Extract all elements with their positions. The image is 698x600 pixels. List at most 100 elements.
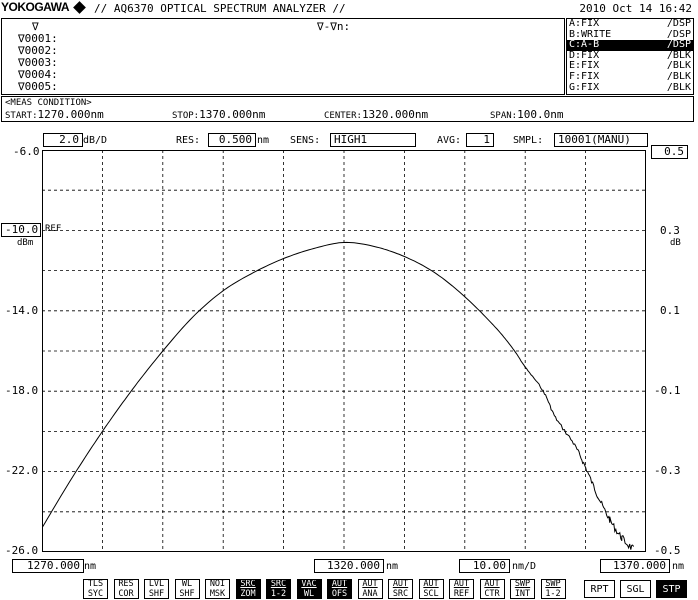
sweep-sgl-button[interactable]: SGL bbox=[620, 580, 651, 598]
marker-row-5[interactable]: ∇0005: bbox=[18, 80, 58, 93]
softkey-button[interactable]: SWP 1-2 bbox=[540, 579, 566, 599]
scale-value-field[interactable]: 2.0 bbox=[43, 133, 83, 147]
y2-tick-label: 0.3 bbox=[660, 224, 680, 237]
softkey-bottom-label: SRC bbox=[392, 588, 409, 599]
marker-row-1[interactable]: ∇0001: bbox=[18, 32, 58, 45]
softkey-button[interactable]: AUT ANA bbox=[357, 579, 383, 599]
span-per-div-field[interactable]: 10.00 bbox=[459, 559, 510, 573]
softkey-bottom-label: ZOM bbox=[240, 588, 256, 599]
softkey-button[interactable]: TLS SYC bbox=[83, 579, 108, 599]
trace-list: A:FIX/DSP B:WRITE/DSP C:A-B/DSP D:FIX/BLK E:… bbox=[566, 18, 694, 95]
ref-unit: dBm bbox=[17, 238, 34, 248]
softkey-button[interactable]: AUT SRC bbox=[388, 579, 413, 599]
y-tick-label: -14.0 bbox=[5, 304, 39, 317]
softkey-bottom-label: SHF bbox=[179, 588, 195, 599]
y2-tick-label: -0.3 bbox=[654, 464, 681, 477]
meas-stop: STOP:1370.000nm bbox=[172, 109, 265, 122]
res-label: RES: bbox=[176, 135, 201, 146]
spectrum-plot[interactable] bbox=[42, 150, 646, 552]
softkey-top-label: SWP bbox=[514, 579, 531, 589]
marker-row-3[interactable]: ∇0003: bbox=[18, 56, 58, 69]
avg-value-field[interactable]: 1 bbox=[466, 133, 494, 147]
trace-name: G:FIX bbox=[569, 81, 600, 93]
app-title: // AQ6370 OPTICAL SPECTRUM ANALYZER // bbox=[94, 2, 346, 15]
softkey-button[interactable]: AUT OFS bbox=[327, 579, 352, 599]
stop-wavelength-unit: nm bbox=[672, 561, 685, 572]
trace-item[interactable]: C:A-B/DSP bbox=[567, 39, 693, 51]
softkey-button[interactable]: AUT SCL bbox=[418, 579, 444, 599]
softkey-button[interactable]: RES COR bbox=[113, 579, 139, 599]
start-wavelength-field[interactable]: 1270.000 bbox=[12, 559, 84, 573]
marker-panel: ∇ ∇-∇n: ∇0001: ∇0002: ∇0003: ∇0004: ∇000… bbox=[1, 18, 565, 95]
softkey-top-label: AUT bbox=[453, 579, 470, 589]
softkey-bottom-label: 1-2 bbox=[545, 588, 561, 599]
sweep-stp-button[interactable]: STP bbox=[656, 580, 687, 598]
marker-diff-header: ∇-∇n: bbox=[317, 20, 351, 33]
trace-mode: /DSP bbox=[666, 28, 691, 40]
meas-center-value: 1320.000nm bbox=[361, 108, 429, 121]
meas-span-value: 100.0nm bbox=[517, 108, 564, 121]
softkey-bottom-label: REF bbox=[453, 588, 470, 599]
start-wavelength-unit: nm bbox=[84, 561, 97, 572]
meas-center: CENTER:1320.000nm bbox=[324, 109, 428, 122]
softkey-bottom-label: SCL bbox=[423, 588, 439, 599]
trace-item[interactable]: G:FIX/BLK bbox=[567, 81, 693, 94]
trace-item[interactable]: B:WRITE/DSP bbox=[567, 28, 693, 41]
trace-item[interactable]: A:FIX/DSP bbox=[567, 19, 693, 30]
softkey-button[interactable]: SRC ZOM bbox=[235, 579, 261, 599]
softkey-top-label: AUT bbox=[484, 579, 500, 589]
softkey-bottom-label: 1-2 bbox=[270, 588, 287, 599]
softkey-button[interactable]: SWP INT bbox=[510, 579, 535, 599]
y-tick-label: -6.0 bbox=[13, 145, 40, 158]
softkey-top-label: AUT bbox=[362, 579, 378, 589]
softkey-top-label: NOI bbox=[209, 579, 226, 589]
softkey-button[interactable]: WL SHF bbox=[174, 579, 200, 599]
span-per-div-unit: nm/D bbox=[512, 561, 537, 572]
stop-wavelength-field[interactable]: 1370.000 bbox=[600, 559, 670, 573]
softkey-top-label: AUT bbox=[392, 579, 409, 589]
softkey-top-label: SWP bbox=[545, 579, 561, 589]
softkey-button[interactable]: AUT CTR bbox=[479, 579, 505, 599]
brand-logo: YOKOGAWA bbox=[1, 0, 70, 14]
softkey-top-label: AUT bbox=[423, 579, 439, 589]
softkey-top-label: SRC bbox=[270, 579, 287, 589]
softkey-button[interactable]: AUT REF bbox=[449, 579, 474, 599]
y-tick-label: -18.0 bbox=[5, 384, 39, 397]
trace-mode: /DSP bbox=[666, 18, 691, 29]
trace-name: A:FIX bbox=[569, 18, 600, 29]
trace-item[interactable]: F:FIX/BLK bbox=[567, 71, 693, 83]
softkey-button[interactable]: NOI MSK bbox=[205, 579, 230, 599]
sweep-rpt-button[interactable]: RPT bbox=[584, 580, 615, 598]
meas-stop-value: 1370.000nm bbox=[199, 108, 266, 121]
trace-item[interactable]: E:FIX/BLK bbox=[567, 61, 693, 72]
scale-unit: dB/D bbox=[83, 135, 108, 146]
diamond-icon bbox=[73, 1, 86, 14]
res-value-field[interactable]: 0.500 bbox=[208, 133, 256, 147]
trace-item[interactable]: D:FIX/BLK bbox=[567, 50, 693, 62]
sens-label: SENS: bbox=[290, 135, 321, 146]
meas-start-label: START: bbox=[5, 111, 38, 121]
right-scale-field[interactable]: 0.5 bbox=[651, 145, 688, 159]
meas-start: START:1270.000nm bbox=[5, 109, 104, 122]
smpl-value-field[interactable]: 10001(MANU) bbox=[554, 133, 648, 147]
ref-level-field[interactable]: -10.0 bbox=[1, 223, 41, 237]
sens-value-field[interactable]: HIGH1 bbox=[330, 133, 416, 147]
y-tick-label: -22.0 bbox=[5, 464, 39, 477]
center-wavelength-field[interactable]: 1320.000 bbox=[314, 559, 384, 573]
softkey-bottom-label: SHF bbox=[148, 588, 165, 599]
softkey-bottom-label: COR bbox=[118, 588, 134, 599]
softkey-bottom-label: MSK bbox=[209, 588, 226, 599]
softkey-top-label: LVL bbox=[148, 579, 165, 589]
marker-row-4[interactable]: ∇0004: bbox=[18, 68, 58, 81]
softkey-bottom-label: CTR bbox=[484, 588, 500, 599]
trace-name: C:A-B bbox=[569, 39, 600, 51]
trace-mode: /DSP bbox=[666, 39, 691, 51]
softkey-button[interactable]: VAC WL bbox=[296, 579, 322, 599]
softkey-button[interactable]: SRC 1-2 bbox=[266, 579, 291, 599]
softkey-button[interactable]: LVL SHF bbox=[144, 579, 169, 599]
marker-row-2[interactable]: ∇0002: bbox=[18, 44, 58, 57]
softkey-top-label: WL bbox=[181, 579, 193, 589]
avg-label: AVG: bbox=[437, 135, 462, 146]
datetime: 2010 Oct 14 16:42 bbox=[579, 2, 692, 15]
y2-unit: dB bbox=[670, 238, 681, 248]
